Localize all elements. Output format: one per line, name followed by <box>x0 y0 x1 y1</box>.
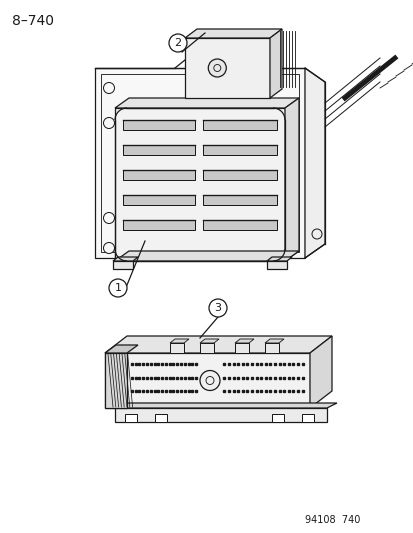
Polygon shape <box>185 29 281 38</box>
Circle shape <box>103 83 114 93</box>
Text: 8–740: 8–740 <box>12 14 54 28</box>
Polygon shape <box>309 336 331 408</box>
Polygon shape <box>105 336 331 353</box>
Polygon shape <box>105 353 309 408</box>
Polygon shape <box>123 170 195 180</box>
Polygon shape <box>123 145 195 155</box>
Text: 94108  740: 94108 740 <box>304 515 359 525</box>
Text: 1: 1 <box>114 283 121 293</box>
Polygon shape <box>154 414 166 422</box>
Polygon shape <box>301 414 313 422</box>
Text: 2: 2 <box>174 38 181 48</box>
Polygon shape <box>170 339 189 343</box>
Circle shape <box>311 229 321 239</box>
Polygon shape <box>304 68 324 258</box>
Polygon shape <box>269 29 281 98</box>
Polygon shape <box>199 343 214 353</box>
Polygon shape <box>115 98 298 108</box>
Polygon shape <box>202 220 276 230</box>
Polygon shape <box>284 98 298 261</box>
Polygon shape <box>125 414 137 422</box>
Polygon shape <box>199 339 218 343</box>
Polygon shape <box>202 120 276 130</box>
Polygon shape <box>105 345 138 353</box>
Circle shape <box>208 59 226 77</box>
Polygon shape <box>202 195 276 205</box>
Polygon shape <box>264 339 283 343</box>
Polygon shape <box>123 220 195 230</box>
Circle shape <box>209 299 226 317</box>
Circle shape <box>109 279 127 297</box>
Polygon shape <box>264 343 278 353</box>
Polygon shape <box>95 68 304 258</box>
Circle shape <box>103 117 114 128</box>
Polygon shape <box>123 120 195 130</box>
Polygon shape <box>185 38 269 98</box>
Polygon shape <box>170 343 183 353</box>
Polygon shape <box>202 145 276 155</box>
Polygon shape <box>113 257 138 261</box>
Circle shape <box>169 34 187 52</box>
Polygon shape <box>235 339 254 343</box>
Text: 3: 3 <box>214 303 221 313</box>
Polygon shape <box>266 261 286 269</box>
Polygon shape <box>266 257 291 261</box>
Polygon shape <box>113 261 133 269</box>
Polygon shape <box>115 108 284 261</box>
Circle shape <box>103 213 114 223</box>
Polygon shape <box>115 251 298 261</box>
Circle shape <box>199 370 219 391</box>
Polygon shape <box>202 170 276 180</box>
Polygon shape <box>271 414 283 422</box>
Polygon shape <box>123 195 195 205</box>
Polygon shape <box>105 353 127 408</box>
Polygon shape <box>235 343 248 353</box>
Polygon shape <box>115 408 326 422</box>
Polygon shape <box>115 403 336 408</box>
Circle shape <box>103 243 114 254</box>
